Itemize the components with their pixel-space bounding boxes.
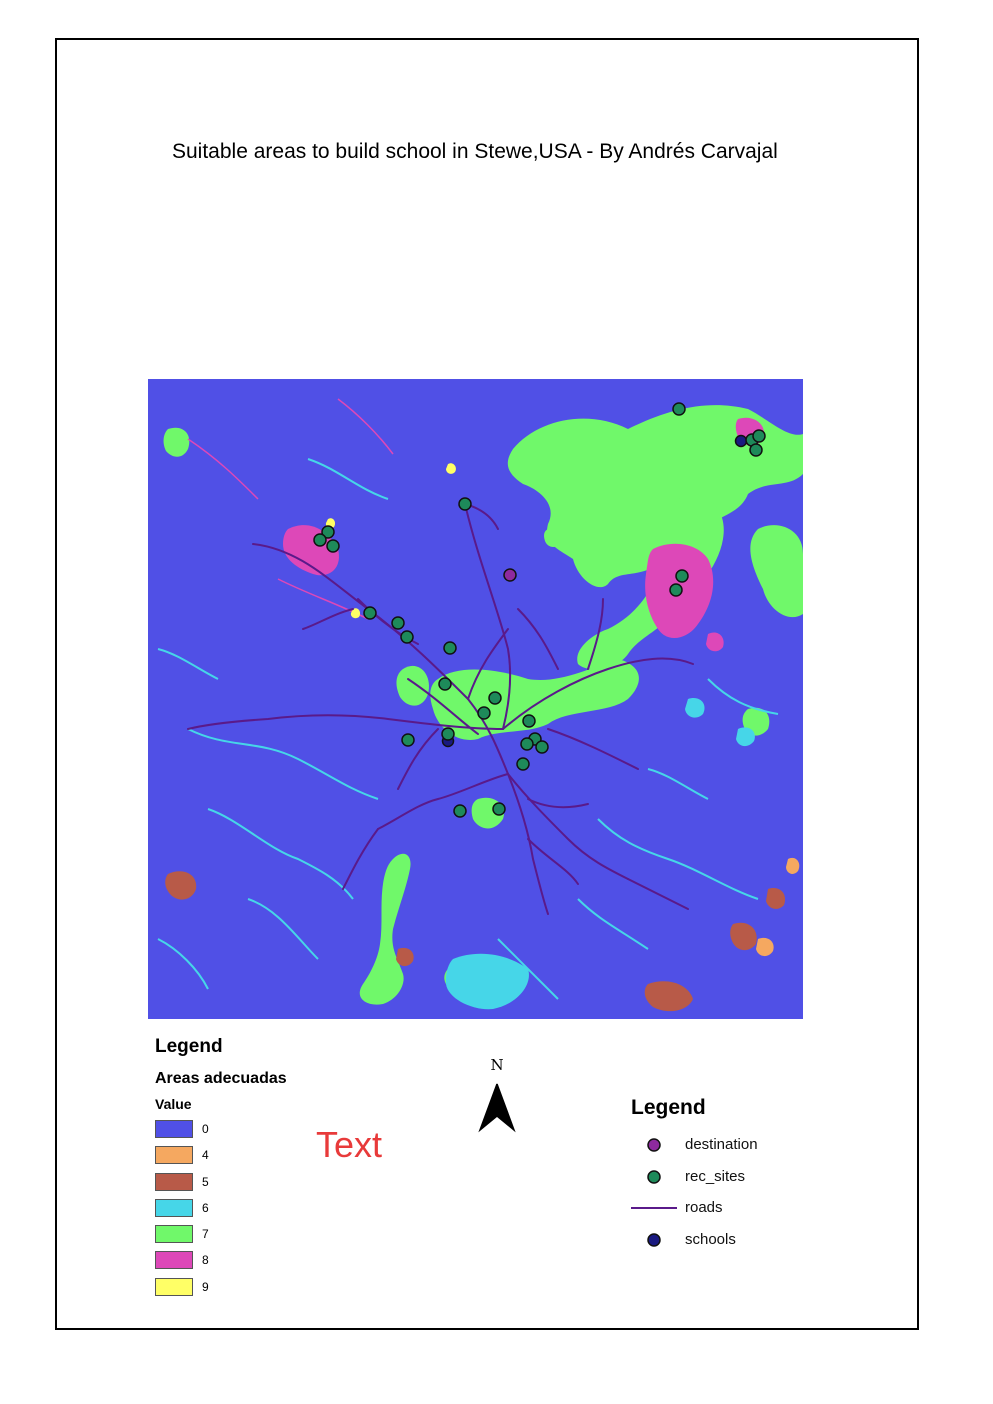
rec-site-point <box>672 402 686 416</box>
raster-legend: Legend Areas adecuadas Value 0 4 5 6 7 8 9 <box>155 1036 287 1304</box>
line-symbol-icon <box>631 1207 677 1210</box>
rec-site-point <box>363 606 377 620</box>
legend-class-5: 5 <box>155 1172 287 1199</box>
rec-site-point <box>443 641 457 655</box>
rec-site-point <box>516 757 530 771</box>
map-layout-frame <box>55 38 919 1330</box>
legend-class-0: 0 <box>155 1120 287 1146</box>
legend-class-label: 8 <box>202 1253 209 1268</box>
rec-site-point <box>749 443 763 457</box>
legend-item-label: rec_sites <box>685 1167 746 1185</box>
legend-swatch <box>155 1120 193 1138</box>
north-arrow-label: N <box>490 1056 504 1074</box>
legend-class-6: 6 <box>155 1198 287 1225</box>
legend-swatch <box>155 1277 193 1296</box>
rec-site-point <box>326 539 340 553</box>
class-6-areas <box>157 458 779 1000</box>
legend-swatch <box>155 1225 193 1244</box>
schools-layer <box>441 434 748 748</box>
map-title: Suitable areas to build school in Stewe,… <box>172 140 778 163</box>
rec-site-point <box>438 677 452 691</box>
legend-class-label: 4 <box>202 1148 209 1163</box>
rec-sites-layer <box>313 402 766 818</box>
rec-site-point <box>441 727 455 741</box>
legend-item-roads: roads <box>631 1195 831 1227</box>
legend-class-9: 9 <box>155 1277 287 1304</box>
rec-site-point <box>391 616 405 630</box>
raster-legend-heading: Legend <box>155 1036 223 1057</box>
school-point <box>734 434 748 448</box>
legend-item-label: schools <box>685 1231 736 1249</box>
legend-class-7: 7 <box>155 1225 287 1251</box>
feature-legend-heading: Legend <box>631 1096 706 1119</box>
class-4-areas <box>756 857 800 957</box>
rec-site-point <box>321 525 335 539</box>
rec-site-point <box>313 533 327 547</box>
circle-symbol-icon <box>647 1169 661 1184</box>
rec-site-point <box>453 804 467 818</box>
rec-site-point <box>458 497 472 511</box>
legend-item-schools: schools <box>631 1227 831 1259</box>
north-arrow-icon <box>478 1083 516 1133</box>
north-arrow: N <box>474 1056 520 1134</box>
rec-site-point <box>535 740 549 754</box>
raster-legend-layer-name: Areas adecuadas <box>155 1070 287 1087</box>
rec-site-point <box>400 630 414 644</box>
legend-swatch <box>155 1146 193 1165</box>
circle-symbol-icon <box>647 1138 661 1152</box>
legend-class-8: 8 <box>155 1251 287 1277</box>
class-5-areas <box>165 871 786 1012</box>
legend-class-label: 0 <box>202 1122 209 1136</box>
rec-site-point <box>492 802 506 816</box>
legend-item-rec-sites: rec_sites <box>631 1164 831 1196</box>
rec-site-point <box>522 714 536 728</box>
rec-site-point <box>520 737 534 751</box>
legend-swatch <box>155 1198 193 1217</box>
circle-symbol-icon <box>647 1233 661 1247</box>
legend-swatch <box>155 1172 193 1191</box>
raster-legend-classes: 0 4 5 6 7 8 9 <box>155 1120 287 1304</box>
rec-site-point <box>675 569 689 583</box>
legend-item-label: roads <box>685 1199 723 1217</box>
rec-site-point <box>752 429 766 443</box>
legend-swatch <box>155 1251 193 1270</box>
legend-class-4: 4 <box>155 1146 287 1172</box>
suitability-map <box>148 379 803 1019</box>
destination-point <box>503 568 517 582</box>
legend-class-label: 9 <box>202 1279 209 1294</box>
class-6-patches <box>445 698 755 1010</box>
rec-site-point <box>477 706 491 720</box>
legend-class-label: 5 <box>202 1174 209 1189</box>
rec-site-point <box>401 733 415 747</box>
destination-layer <box>503 568 517 582</box>
legend-item-destination: destination <box>631 1132 831 1164</box>
class-7-areas <box>163 405 803 1005</box>
rec-site-point <box>669 583 683 597</box>
placeholder-text: Text <box>316 1124 383 1165</box>
legend-class-label: 6 <box>202 1200 209 1215</box>
roads-layer <box>187 503 694 915</box>
raster-legend-field: Value <box>155 1096 192 1112</box>
legend-item-label: destination <box>685 1136 758 1153</box>
legend-class-label: 7 <box>202 1227 209 1242</box>
rec-site-point <box>488 691 502 705</box>
